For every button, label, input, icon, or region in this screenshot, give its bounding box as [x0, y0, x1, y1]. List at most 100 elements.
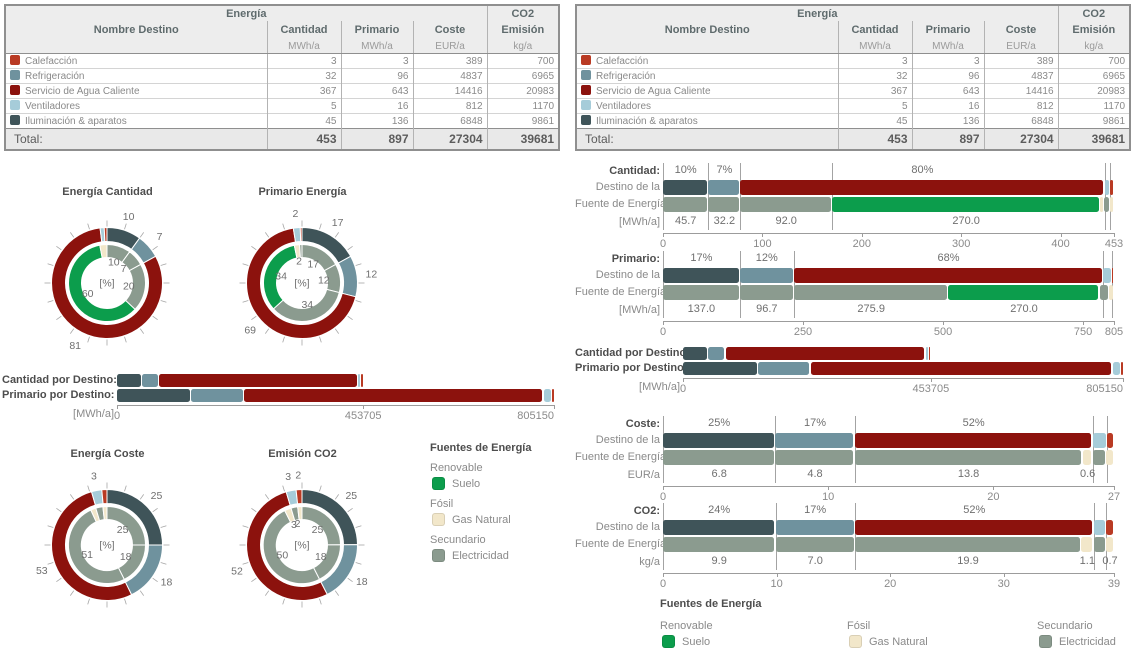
destino-segment-refrigeracion: [775, 433, 854, 448]
donut-segment: [101, 488, 108, 505]
emision-value: 6965: [486, 68, 560, 84]
donut-tick: [264, 328, 270, 334]
fuente-segment-electricidad: [663, 285, 739, 300]
x-axis: [663, 573, 1114, 574]
donut-tick: [347, 577, 353, 583]
donut-center-label: [%]: [294, 540, 309, 552]
axis-tick-label: 750: [1073, 326, 1093, 338]
axis-tick: [861, 233, 863, 237]
donut-tick: [152, 245, 158, 251]
percent-label: 17%: [690, 252, 713, 264]
fuente-segment-suelo: [948, 285, 1099, 300]
value-label: 7.0: [807, 555, 823, 567]
percent-label: 52%: [963, 504, 986, 516]
destino-segment-agua_caliente: [855, 520, 1093, 535]
total-emision: 39681: [1057, 128, 1131, 150]
cantidad-value: 3: [266, 53, 341, 69]
destino-segment-calefaccion: [1107, 433, 1113, 448]
donut-segment-label: 50: [277, 549, 289, 561]
axis-tick: [663, 486, 664, 490]
fuente-segment-electricidad: [663, 197, 708, 212]
flow-plot-area: 10% 7% 80% 45.7 32.2 92.0 270.0 0 100 200 300 400 45…: [660, 163, 1123, 253]
axis-tick-label: 805150: [517, 410, 554, 422]
donut-tick: [251, 245, 257, 251]
donut-segment-label: 20: [123, 280, 135, 292]
donut-segment-label: 25: [345, 490, 357, 502]
donut-tick: [282, 223, 285, 230]
percent-label: 68%: [937, 252, 960, 264]
chart-title-label: Cantidad por Destino:: [2, 374, 117, 386]
donut-segment-label: 17: [332, 217, 344, 229]
destino-color-chip: [10, 115, 20, 125]
legend-item-label: Suelo: [682, 635, 711, 648]
donut-tick: [124, 485, 127, 492]
donut-tick: [282, 485, 285, 492]
donut-tick: [160, 562, 167, 565]
chart-row-label: [MWh/a]: [639, 381, 680, 393]
legend-item-label: Electricidad: [1059, 635, 1116, 648]
axis-tick: [663, 233, 664, 237]
cantidad-value: 45: [266, 113, 341, 129]
axis-tick-label: 10: [770, 578, 783, 590]
donut-tick: [319, 598, 322, 605]
total-coste: 27304: [412, 128, 488, 150]
segment-divider: [1110, 163, 1111, 230]
destino-segment-iluminacion: [663, 433, 775, 448]
donut-tick: [87, 485, 90, 492]
legend-category: Secundario: [430, 534, 486, 546]
percent-label: 12%: [755, 252, 778, 264]
legend-item: Electricidad: [430, 549, 531, 562]
legend-color-chip-suelo: [432, 477, 445, 490]
donut-tick: [282, 336, 285, 343]
destino-name: Calefacción: [5, 53, 267, 69]
chart-row-label: Fuente de Energía:: [575, 286, 670, 298]
segment-divider: [663, 251, 664, 318]
total-cantidad: 453: [266, 128, 341, 150]
destino-bars-plot: 0 453705 805150: [114, 374, 555, 424]
total-cantidad: 453: [837, 128, 912, 150]
unit-label: kg/a: [486, 39, 560, 54]
donut-tick: [264, 494, 270, 500]
donut-tick: [47, 263, 54, 266]
percent-label: 25%: [708, 417, 731, 429]
destino-name: Ventiladores: [576, 98, 838, 114]
donut-tick: [319, 223, 322, 230]
coste-value: 4837: [412, 68, 488, 84]
legend-item-label: Suelo: [452, 477, 481, 490]
primario-value: 136: [340, 113, 413, 129]
emision-value: 700: [1057, 53, 1131, 69]
legend-color-chip-suelo: [662, 635, 675, 648]
donut-segment-label: 51: [81, 549, 93, 561]
destino-color-chip: [10, 70, 20, 80]
unit-label: MWh/a: [340, 39, 413, 54]
primario-segment-calefaccion: [1121, 362, 1123, 375]
fuente-segment-gas_natural: [1082, 450, 1092, 465]
donut-segment-label: 12: [318, 275, 330, 287]
donut-segment: [99, 243, 108, 259]
donut-segment: [299, 226, 303, 243]
table-row: Ventiladores 5 16 812 1170: [576, 98, 1131, 114]
donut-title: Emisión CO2: [268, 448, 337, 460]
cantidad-value: 5: [266, 98, 341, 114]
column-header: Emisión: [486, 21, 560, 39]
chart-row-label: [MWh/a]: [73, 408, 114, 420]
axis-tick-label: 0: [659, 326, 667, 338]
donut-segment-label: 25: [117, 524, 129, 536]
donut-primario-energia: Primario Energía 17 12 69 2 17 12 34 34 2 [%]: [205, 186, 400, 367]
axis-tick-label: 0: [659, 578, 667, 590]
chart-title-label: Cantidad:: [609, 165, 660, 177]
value-label: 32.2: [713, 215, 736, 227]
donut-segment-label: 7: [121, 263, 127, 275]
column-header: Emisión: [1057, 21, 1131, 39]
flow-plot-area: 25% 17% 52% 6.8 4.8 13.8 0.6 0 10 20 27: [660, 416, 1120, 506]
fuente-segment-electricidad: [663, 450, 775, 465]
legend-item-label: Electricidad: [452, 549, 509, 562]
value-label: 275.9: [857, 303, 885, 315]
cantidad-segment-agua_caliente: [159, 374, 357, 387]
energy-table: Energía CO2 Nombre Destino Cantidad Primario…: [575, 4, 1132, 151]
fuente-segment-electricidad: [775, 450, 854, 465]
donut-tick: [124, 223, 127, 230]
emision-value: 20983: [1057, 83, 1131, 99]
value-label: 270.0: [1010, 303, 1038, 315]
emision-value: 20983: [486, 83, 560, 99]
